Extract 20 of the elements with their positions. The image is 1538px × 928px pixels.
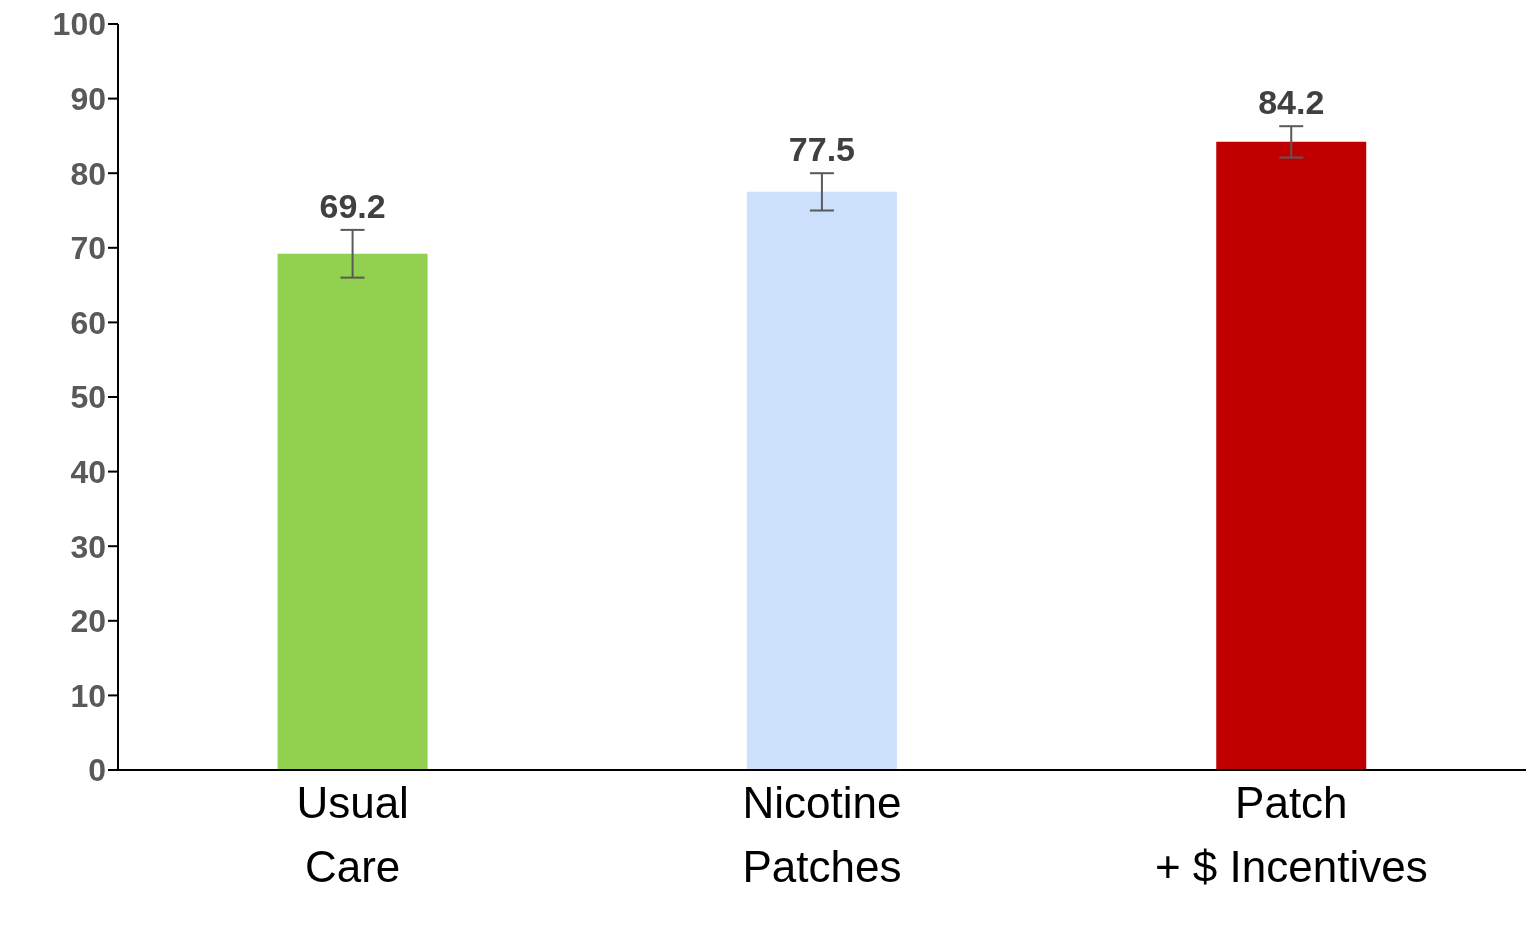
y-tick-label: 90 [70, 80, 106, 117]
data-label: 77.5 [788, 130, 855, 169]
y-tick-label: 40 [70, 453, 106, 490]
y-tick-label: 70 [70, 230, 106, 267]
bar [277, 253, 428, 770]
y-tick-label: 30 [70, 528, 106, 565]
x-tick-label: Nicotine Patches [742, 778, 902, 891]
y-tick-label: 60 [70, 304, 106, 341]
y-tick-label: 0 [88, 752, 106, 789]
bar [1216, 141, 1367, 770]
bar [746, 191, 897, 770]
y-tick-label: 80 [70, 155, 106, 192]
y-tick-label: 50 [70, 379, 106, 416]
y-tick-label: 20 [70, 603, 106, 640]
data-label: 69.2 [319, 186, 386, 225]
y-tick-label: 100 [52, 6, 106, 43]
data-label: 84.2 [1258, 83, 1325, 122]
x-tick-label: Usual Care [296, 778, 409, 891]
x-tick-label: Patch + $ Incentives [1154, 778, 1428, 891]
y-tick-label: 10 [70, 677, 106, 714]
